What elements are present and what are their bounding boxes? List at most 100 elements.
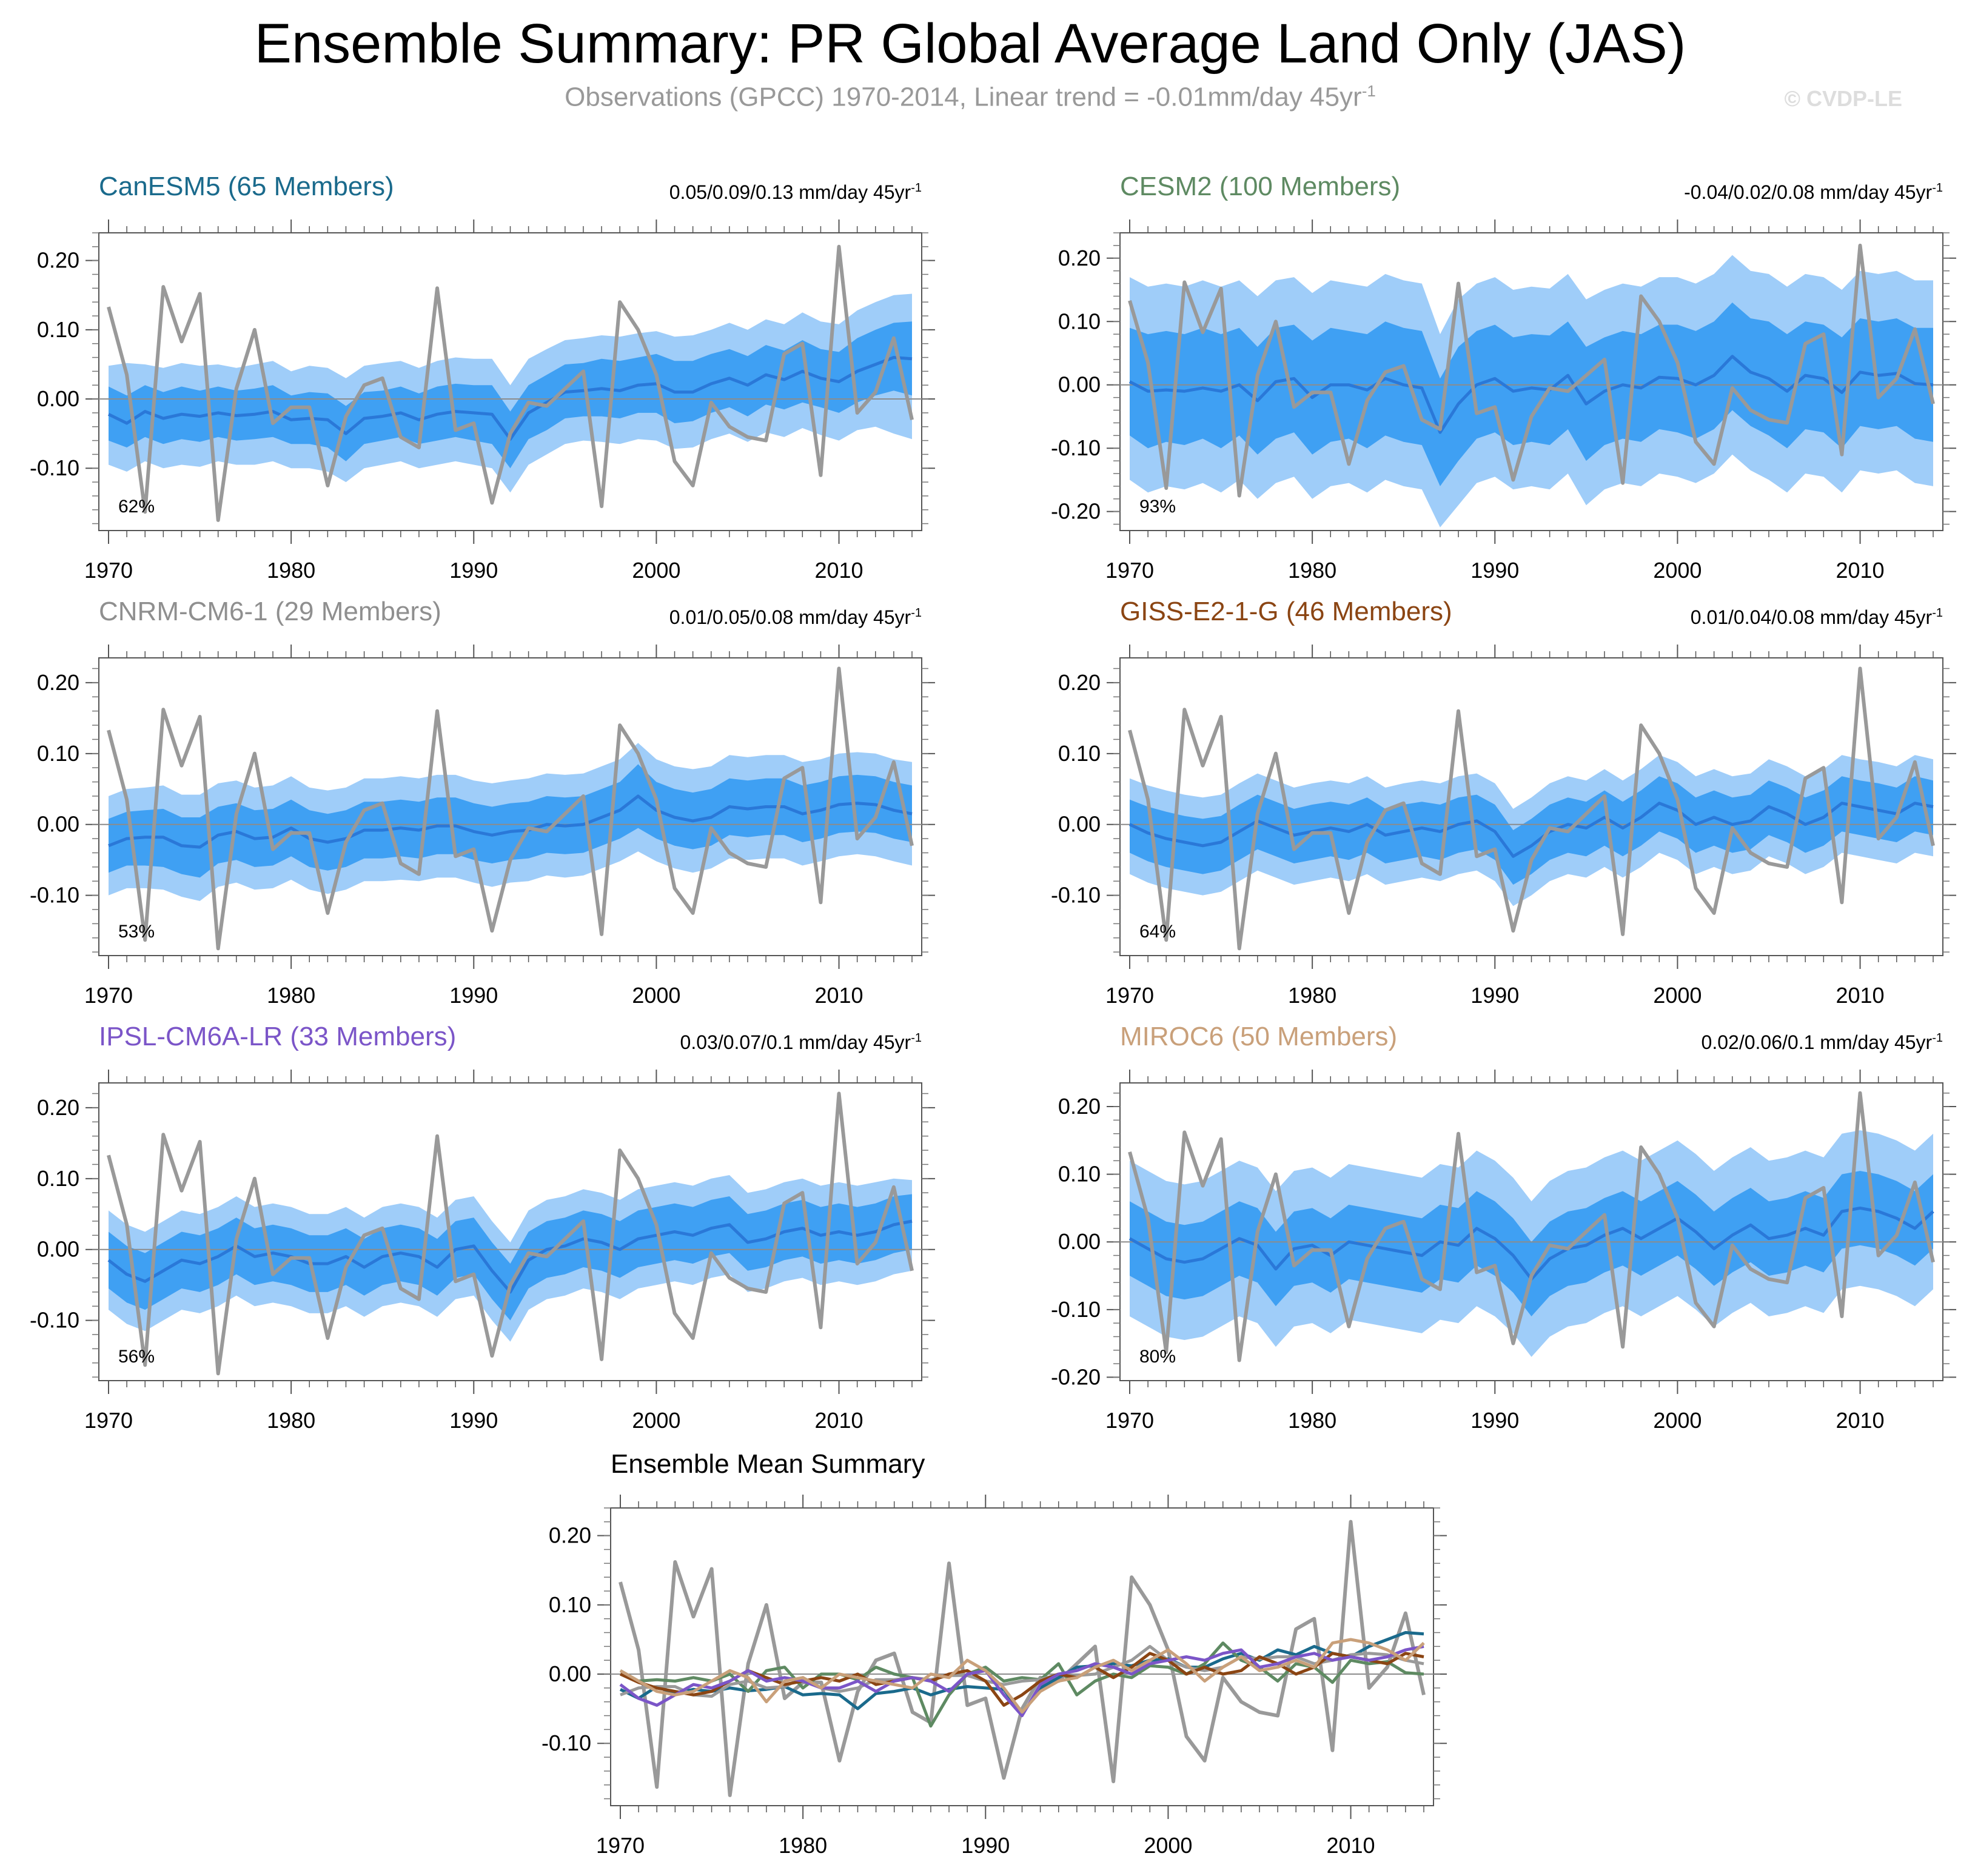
plot-area	[99, 244, 922, 522]
series-line-miroc6	[619, 1638, 1425, 1714]
figure-title: Ensemble Summary: PR Global Average Land…	[254, 13, 1686, 75]
x-tick-label: 1980	[267, 1408, 315, 1433]
y-tick-label: 0.10	[37, 317, 79, 342]
y-tick-label: -0.10	[30, 455, 79, 480]
y-tick-label: 0.10	[37, 1166, 79, 1191]
x-tick-label: 1990	[1470, 983, 1519, 1008]
y-tick-label: 0.00	[1058, 1229, 1101, 1254]
inner-spread-band	[1130, 1171, 1933, 1316]
trend-superscript: -1	[1932, 606, 1943, 620]
trend-text: 0.01/0.04/0.08 mm/day 45yr	[1691, 606, 1933, 628]
chart-panel-ipsl-cm6a-lr: 0.20 0.10 0.00 -0.10 1970 1980 1990 2000 2010 IPS…	[30, 1022, 935, 1433]
x-tick-label: 2000	[1653, 983, 1702, 1008]
x-tick-label: 2000	[1653, 1408, 1702, 1433]
y-tick-label: 0.00	[549, 1661, 591, 1686]
x-tick-label: 2000	[632, 1408, 680, 1433]
trend-label: 0.01/0.04/0.08 mm/day 45yr-1	[1691, 606, 1943, 628]
panel-title: GISS-E2-1-G (46 Members)	[1120, 597, 1452, 626]
y-tick-label: 0.10	[1058, 1162, 1101, 1187]
x-tick-label: 2010	[1836, 558, 1884, 583]
plot-area	[99, 666, 922, 951]
trend-superscript: -1	[911, 181, 922, 195]
x-tick-label: 1980	[1288, 983, 1336, 1008]
y-tick-label: 0.00	[37, 812, 79, 837]
chart-panel-summary: 0.20 0.10 0.00 -0.10 1970 1980 1990 2000 2010 Ens…	[542, 1449, 1447, 1858]
y-tick-label: 0.10	[1058, 741, 1101, 766]
plot-area	[1120, 1091, 1943, 1362]
x-tick-label: 2010	[1836, 983, 1884, 1008]
subtitle-superscript: -1	[1361, 82, 1376, 100]
trend-superscript: -1	[1932, 1031, 1943, 1045]
percent-label: 62%	[118, 497, 155, 517]
x-tick-label: 1970	[84, 558, 133, 583]
y-tick-label: 0.20	[549, 1523, 591, 1548]
y-tick-label: 0.10	[37, 741, 79, 766]
y-tick-label: 0.20	[37, 1095, 79, 1120]
x-tick-label: 1980	[1288, 558, 1336, 583]
x-tick-label: 2000	[1144, 1833, 1192, 1858]
plot-area	[611, 1519, 1433, 1797]
trend-label: 0.05/0.09/0.13 mm/day 45yr-1	[669, 181, 922, 203]
plot-area	[99, 1091, 922, 1376]
x-tick-label: 2000	[632, 558, 680, 583]
observations-line	[107, 666, 914, 951]
x-tick-label: 2010	[814, 983, 863, 1008]
x-tick-label: 1980	[267, 558, 315, 583]
trend-text: -0.04/0.02/0.08 mm/day 45yr	[1684, 181, 1932, 203]
chart-panel-cnrm-cm6-1: 0.20 0.10 0.00 -0.10 1970 1980 1990 2000 2010 CNR…	[30, 597, 935, 1008]
y-tick-label: 0.20	[37, 670, 79, 695]
trend-label: 0.01/0.05/0.08 mm/day 45yr-1	[669, 606, 922, 628]
ensemble-mean-line	[1128, 355, 1934, 434]
y-tick-label: 0.00	[37, 1237, 79, 1262]
trend-text: 0.01/0.05/0.08 mm/day 45yr	[669, 606, 911, 628]
x-tick-label: 1970	[596, 1833, 645, 1858]
x-tick-label: 2010	[1836, 1408, 1884, 1433]
x-tick-label: 1980	[779, 1833, 827, 1858]
x-tick-label: 1970	[1105, 983, 1154, 1008]
percent-label: 53%	[118, 922, 155, 942]
y-tick-label: -0.10	[1051, 1297, 1101, 1322]
chart-panel-canesm5: 0.20 0.10 0.00 -0.10 1970 1980 1990 2000 2010 Can…	[30, 172, 935, 583]
x-tick-label: 1970	[84, 1408, 133, 1433]
y-tick-label: -0.20	[1051, 499, 1101, 524]
x-tick-label: 1970	[84, 983, 133, 1008]
observations-line	[1128, 1091, 1935, 1362]
inner-spread-band	[109, 764, 912, 878]
chart-panel-giss-e2-1-g: 0.20 0.10 0.00 -0.10 1970 1980 1990 2000 2010 GIS…	[1051, 597, 1956, 1008]
y-tick-label: 0.00	[37, 386, 79, 411]
x-tick-label: 1980	[1288, 1408, 1336, 1433]
subtitle-text: Observations (GPCC) 1970-2014, Linear tr…	[565, 82, 1362, 112]
observations-line	[1128, 243, 1935, 498]
x-tick-label: 1990	[961, 1833, 1010, 1858]
series-line-ipsl-cm6a-lr	[619, 1644, 1424, 1718]
y-tick-label: -0.10	[542, 1730, 591, 1755]
inner-spread-band	[1130, 302, 1933, 486]
y-tick-label: 0.00	[1058, 812, 1101, 837]
panel-title: Ensemble Mean Summary	[611, 1449, 925, 1479]
x-tick-label: 2000	[632, 983, 680, 1008]
x-tick-label: 1990	[449, 983, 498, 1008]
percent-label: 93%	[1139, 497, 1176, 517]
panel-title: IPSL-CM6A-LR (33 Members)	[99, 1022, 456, 1051]
panel-title: CNRM-CM6-1 (29 Members)	[99, 597, 441, 626]
x-tick-label: 2010	[1326, 1833, 1375, 1858]
y-tick-label: -0.10	[30, 1308, 79, 1333]
trend-text: 0.02/0.06/0.1 mm/day 45yr	[1702, 1031, 1933, 1053]
y-tick-label: 0.00	[1058, 372, 1101, 397]
x-tick-label: 1970	[1105, 1408, 1154, 1433]
watermark: © CVDP-LE	[1784, 86, 1902, 111]
y-tick-label: -0.10	[1051, 883, 1101, 908]
inner-spread-band	[1130, 776, 1933, 885]
y-tick-label: -0.10	[30, 883, 79, 908]
y-tick-label: 0.20	[1058, 1094, 1101, 1119]
y-tick-label: -0.10	[1051, 435, 1101, 460]
trend-superscript: -1	[911, 606, 922, 620]
observations-line	[107, 244, 914, 522]
x-tick-label: 2010	[814, 558, 863, 583]
trend-text: 0.05/0.09/0.13 mm/day 45yr	[669, 181, 911, 203]
y-tick-label: 0.10	[549, 1592, 591, 1617]
observations-line	[107, 1091, 914, 1376]
x-tick-label: 1980	[267, 983, 315, 1008]
x-tick-label: 1990	[449, 558, 498, 583]
